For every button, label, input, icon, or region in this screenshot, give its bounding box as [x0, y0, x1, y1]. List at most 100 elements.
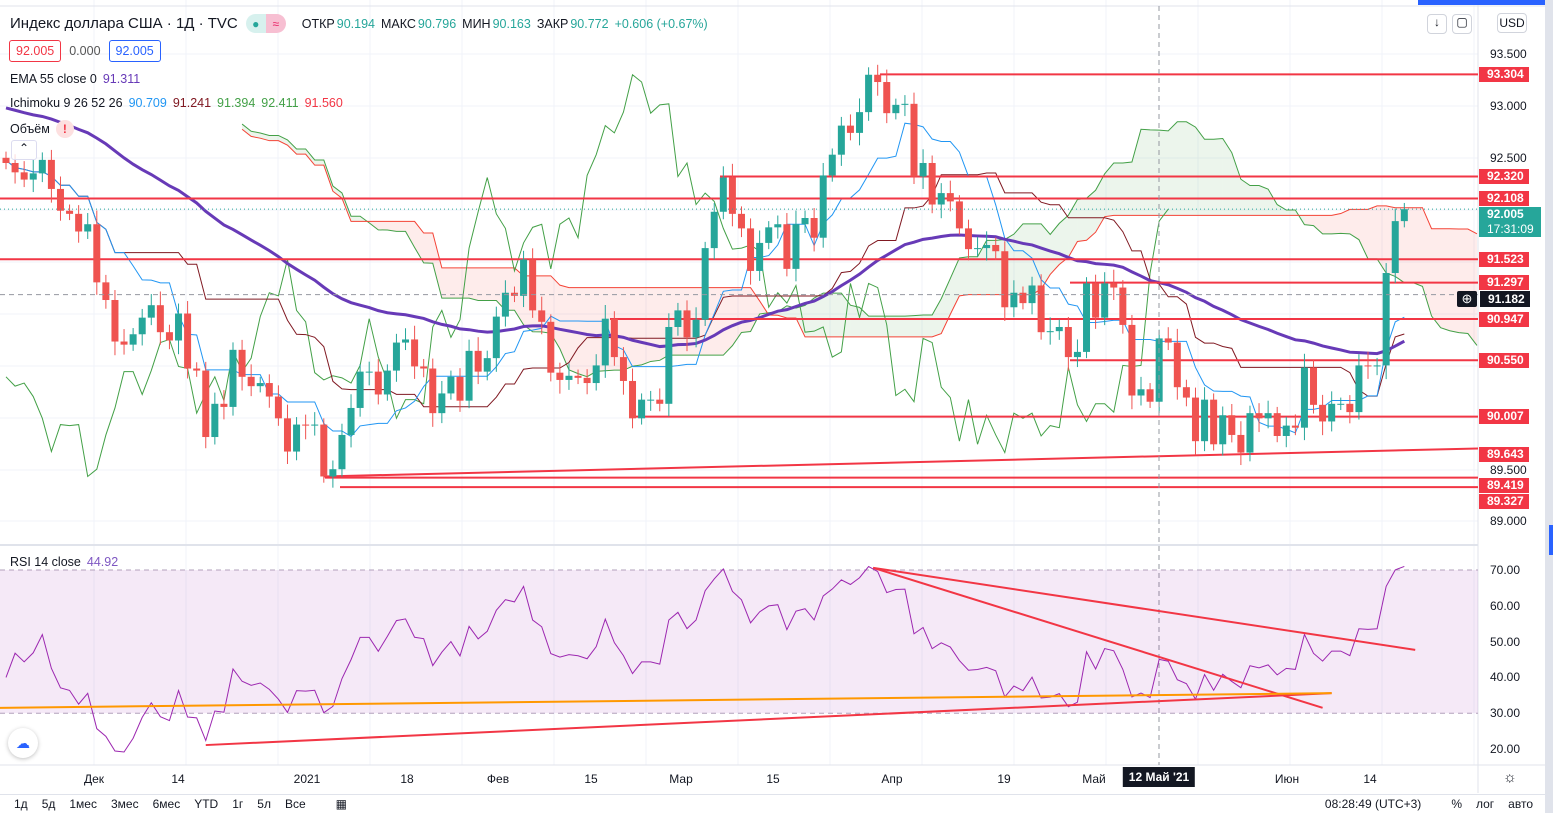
candle-body — [810, 218, 818, 238]
rsi-legend[interactable]: RSI 14 close 44.92 — [10, 555, 118, 569]
ichimoku-cloud-segment — [859, 307, 869, 337]
auto-toggle[interactable]: авто — [1508, 797, 1533, 811]
candle-body — [946, 193, 954, 202]
range-5y[interactable]: 5л — [257, 797, 271, 811]
candle-body — [747, 228, 755, 271]
ichimoku-cloud-segment — [1268, 189, 1278, 216]
range-1m[interactable]: 1мес — [69, 797, 97, 811]
range-ytd[interactable]: YTD — [194, 797, 219, 811]
candle-body — [474, 350, 482, 372]
trade-boxes: 92.005 0.000 92.005 — [9, 40, 161, 62]
settings-gear-icon[interactable]: ☼ — [1503, 769, 1517, 786]
sell-button[interactable]: 92.005 — [9, 40, 62, 62]
ichimoku-cloud-segment — [941, 278, 951, 334]
ichimoku-cloud-segment — [469, 267, 479, 301]
candle-body — [601, 318, 609, 366]
ema-legend[interactable]: EMA 55 close 0 91.311 — [10, 72, 140, 86]
time-axis-label: 19 — [997, 772, 1011, 786]
candle-body — [928, 162, 936, 205]
candle-body — [783, 224, 791, 269]
candle-body — [1328, 403, 1336, 422]
change-value: +0.606 (+0.67%) — [614, 16, 708, 31]
candle-body — [937, 193, 945, 205]
candle — [238, 339, 246, 391]
clock-time[interactable]: 08:28:49 (UTC+3) — [1324, 797, 1422, 811]
volume-legend[interactable]: Объём ! — [10, 120, 74, 138]
price-axis-label: 93.000 — [1490, 98, 1527, 113]
candle — [75, 205, 83, 243]
ichimoku-cloud-segment — [1086, 190, 1096, 241]
symbol-title[interactable]: Индекс доллара США · 1Д · TVC — [10, 15, 238, 32]
candle-body — [547, 321, 555, 373]
candle-body — [1201, 399, 1209, 442]
buy-button[interactable]: 92.005 — [108, 40, 161, 62]
open-value: 90.194 — [336, 16, 375, 31]
candle — [955, 195, 963, 235]
range-1y[interactable]: 1г — [232, 797, 244, 811]
candle-body — [665, 326, 673, 404]
candle-body — [75, 213, 83, 232]
candle — [456, 368, 464, 412]
scroll-to-latest-button[interactable]: ↓ — [1427, 14, 1447, 34]
candle-body — [865, 74, 873, 113]
range-3m[interactable]: 3мес — [110, 797, 139, 811]
candle — [747, 218, 755, 285]
ichimoku-cloud-segment — [1286, 210, 1296, 216]
ema-value: 91.311 — [102, 72, 141, 86]
add-alert-plus-icon[interactable]: ⊕ — [1457, 291, 1477, 308]
warning-icon[interactable]: ! — [55, 120, 74, 138]
candle — [1364, 351, 1372, 379]
candle — [974, 236, 982, 257]
range-1d[interactable]: 1д — [14, 797, 28, 811]
candle-body — [483, 358, 491, 372]
rsi-trendline — [205, 692, 1332, 747]
level-price-tag: 93.304 — [1479, 66, 1529, 82]
candle-body — [892, 104, 900, 114]
fullscreen-button[interactable]: ▢ — [1452, 14, 1472, 34]
ichimoku-label: Ichimoku 9 26 52 26 — [10, 96, 123, 110]
candle-body — [910, 103, 918, 177]
log-toggle[interactable]: лог — [1475, 797, 1495, 811]
range-5d[interactable]: 5д — [41, 797, 56, 811]
candle-body — [111, 300, 119, 342]
candle-body — [692, 319, 700, 338]
candle — [193, 362, 201, 377]
market-status[interactable]: ● ≈ — [245, 14, 286, 33]
ichimoku-cloud-segment — [1131, 129, 1141, 216]
tradingview-logo-icon[interactable]: ☁ — [8, 728, 38, 758]
ichimoku-cloud-segment — [1377, 205, 1387, 274]
range-all[interactable]: Все — [284, 797, 306, 811]
candle-body — [229, 349, 237, 407]
candle-body — [737, 213, 745, 229]
candle-body — [874, 74, 882, 83]
candle — [1373, 357, 1381, 376]
panel-handle[interactable] — [1549, 525, 1553, 555]
rsi-axis-label: 30.00 — [1490, 706, 1521, 721]
candle — [656, 388, 664, 412]
candle-body — [1382, 273, 1390, 366]
candle-body — [238, 349, 246, 377]
currency-button[interactable]: USD — [1497, 13, 1527, 33]
candle — [1400, 202, 1408, 228]
ichimoku-cloud-segment — [1349, 209, 1359, 240]
right-panel-edge[interactable] — [1545, 0, 1553, 813]
ichimoku-legend[interactable]: Ichimoku 9 26 52 26 90.709 91.241 91.394… — [10, 96, 343, 110]
time-axis-label: Май — [1082, 772, 1106, 786]
candle-body — [120, 341, 128, 345]
candle-body — [1300, 367, 1308, 428]
candle-body — [1083, 283, 1091, 352]
candle — [211, 392, 219, 445]
candle-body — [211, 403, 219, 438]
candle-body — [293, 424, 301, 452]
range-6m[interactable]: 6мес — [152, 797, 181, 811]
calendar-icon[interactable]: ▦ — [335, 797, 347, 811]
candle-body — [520, 259, 528, 296]
ichimoku-cloud-segment — [932, 298, 942, 337]
candle — [665, 313, 673, 417]
candle — [1255, 403, 1263, 433]
collapse-legend-button[interactable]: ⌃ — [11, 140, 37, 160]
ichimoku-cloud-segment — [1249, 185, 1260, 216]
ichimoku-cloud-segment — [414, 221, 424, 263]
percent-toggle[interactable]: % — [1451, 797, 1462, 811]
